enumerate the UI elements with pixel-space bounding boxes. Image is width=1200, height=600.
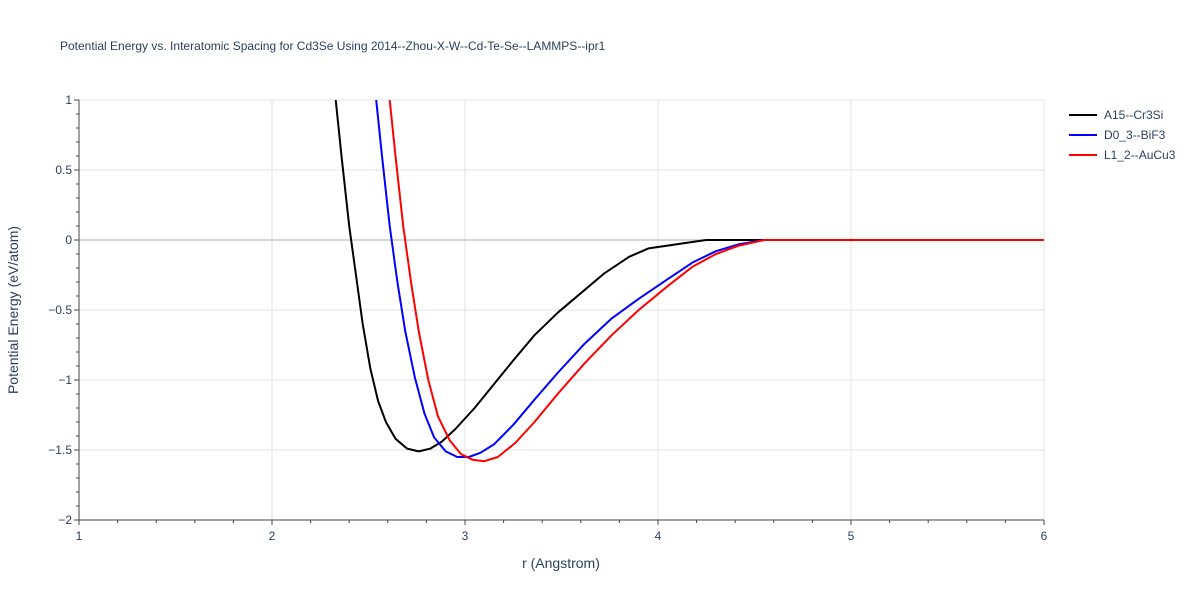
series-line-D0_3--BiF3 <box>375 100 1044 458</box>
x-tick-label: 6 <box>1041 529 1048 543</box>
x-axis-ticks: 1 2 3 4 5 6 <box>76 529 1048 543</box>
x-tick-label: 5 <box>848 529 855 543</box>
x-tick-label: 2 <box>269 529 276 543</box>
y-tick-label: 0 <box>65 233 72 247</box>
axes <box>74 99 1045 525</box>
series-line-A15--Cr3Si <box>334 100 1044 453</box>
x-tick-label: 3 <box>462 529 469 543</box>
legend[interactable]: A15--Cr3Si D0_3--BiF3 L1_2--AuCu3 <box>1069 108 1176 162</box>
y-tick-label: −0.5 <box>48 303 72 317</box>
y-tick-label: −1 <box>58 373 72 387</box>
y-tick-label: −2 <box>58 513 72 527</box>
y-axis-ticks: 1 0.5 0 −0.5 −1 −1.5 −2 <box>48 93 72 527</box>
legend-item[interactable]: D0_3--BiF3 <box>1104 128 1166 142</box>
legend-item[interactable]: A15--Cr3Si <box>1104 108 1163 122</box>
legend-item[interactable]: L1_2--AuCu3 <box>1104 148 1176 162</box>
x-tick-label: 1 <box>76 529 83 543</box>
y-tick-label: 0.5 <box>55 163 72 177</box>
y-tick-label: 1 <box>65 93 72 107</box>
series-lines <box>334 100 1044 463</box>
x-tick-label: 4 <box>655 529 662 543</box>
y-tick-label: −1.5 <box>48 443 72 457</box>
x-axis-label: r (Angstrom) <box>522 555 600 571</box>
series-line-L1_2--AuCu3 <box>388 100 1044 463</box>
chart-title: Potential Energy vs. Interatomic Spacing… <box>60 39 606 53</box>
y-axis-label: Potential Energy (eV/atom) <box>5 226 21 394</box>
